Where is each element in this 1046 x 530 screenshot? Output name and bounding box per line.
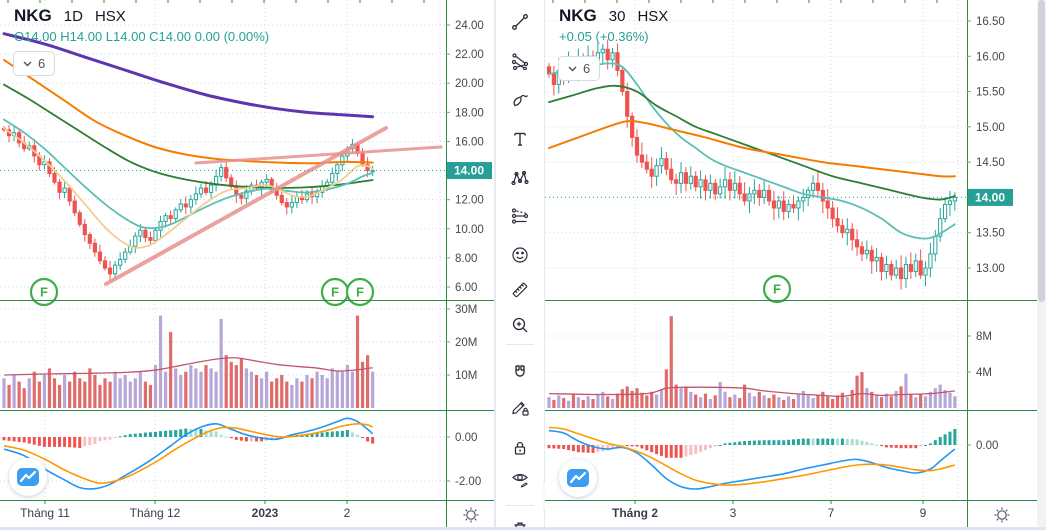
svg-text:F: F: [773, 282, 781, 297]
svg-text:-2.00: -2.00: [455, 476, 481, 488]
xabcd-pattern-icon: [511, 170, 529, 186]
trend-line-icon: [512, 14, 528, 30]
gear-icon: [463, 507, 478, 523]
zoom-in-tool-button[interactable]: [503, 308, 537, 342]
svg-text:4M: 4M: [976, 367, 992, 379]
text-icon: [514, 132, 526, 146]
svg-text:15.00: 15.00: [976, 122, 1005, 134]
magnet-tool-button[interactable]: [503, 355, 537, 389]
price-chart-intraday[interactable]: F 16.50 16.00 15.50 15.00 14.50 13.50 13.00 8M 4M…: [545, 0, 1046, 530]
mountain-chart-icon: [17, 468, 39, 486]
drawing-lock-tool-button[interactable]: [503, 390, 537, 424]
chart-settings-gear-button[interactable]: [967, 502, 1037, 528]
svg-text:18.00: 18.00: [455, 107, 484, 119]
indicators-collapse-button[interactable]: 6: [13, 51, 56, 76]
trend-line-tool-button[interactable]: [503, 5, 537, 39]
svg-text:8.00: 8.00: [455, 253, 477, 265]
svg-text:0.00: 0.00: [976, 440, 998, 452]
mountain-chart-icon: [567, 469, 589, 487]
brush-icon: [513, 94, 528, 107]
svg-text:14.00: 14.00: [454, 164, 484, 178]
svg-text:F: F: [40, 285, 48, 300]
svg-text:20M: 20M: [455, 337, 477, 349]
svg-text:F: F: [356, 285, 364, 300]
scrollbar: [1037, 0, 1046, 530]
trash-tool-button[interactable]: [503, 512, 537, 530]
svg-text:F: F: [331, 285, 339, 300]
gann-fibonacci-tool-button[interactable]: [503, 44, 537, 78]
svg-text:13.00: 13.00: [976, 263, 1005, 275]
pattern-tool-button[interactable]: [503, 161, 537, 195]
brush-tool-button[interactable]: [503, 83, 537, 117]
lock-all-tool-button[interactable]: [503, 431, 537, 465]
svg-text:8M: 8M: [976, 331, 992, 343]
ruler-tool-button[interactable]: [503, 273, 537, 307]
price-chart-daily[interactable]: F F F24.0022.0020.0018.0016.0012.0010.008.…: [0, 0, 495, 530]
svg-text:Tháng 12: Tháng 12: [130, 506, 181, 520]
svg-text:24.00: 24.00: [455, 20, 484, 32]
toolbar-divider: [506, 344, 534, 345]
prediction-measure-icon: [511, 208, 529, 224]
ruler-icon: [512, 282, 528, 298]
window-edge: [0, 527, 1046, 530]
zoom-in-icon: [512, 317, 528, 333]
svg-text:12.00: 12.00: [455, 195, 484, 207]
chart-panel-intraday: F 16.50 16.00 15.50 15.00 14.50 13.50 13.00 8M 4M…: [545, 0, 1046, 530]
indicators-collapse-button[interactable]: 6: [558, 56, 601, 81]
svg-text:7: 7: [828, 506, 835, 520]
svg-text:16.00: 16.00: [455, 136, 484, 148]
pencil-lock-icon: [511, 401, 529, 416]
svg-text:6.00: 6.00: [455, 282, 477, 294]
svg-text:14.50: 14.50: [976, 157, 1005, 169]
svg-text:9: 9: [920, 506, 927, 520]
scrollbar-thumb[interactable]: [1038, 0, 1045, 302]
indicator-count: 6: [583, 61, 591, 76]
lock-icon: [514, 441, 526, 455]
gann-fibonacci-icon: [511, 53, 529, 70]
svg-text:2023: 2023: [252, 506, 279, 520]
drawing-toolbar: [494, 0, 546, 530]
prediction-tool-button[interactable]: [503, 199, 537, 233]
chevron-down-icon: [23, 61, 32, 66]
svg-text:2: 2: [344, 506, 351, 520]
chevron-down-icon: [568, 66, 577, 71]
svg-text:30M: 30M: [455, 304, 477, 316]
toolbar-divider: [506, 505, 534, 506]
text-tool-button[interactable]: [503, 122, 537, 156]
hide-drawings-tool-button[interactable]: [503, 461, 537, 495]
svg-text:3: 3: [730, 506, 737, 520]
svg-text:10M: 10M: [455, 370, 477, 382]
svg-text:16.00: 16.00: [976, 51, 1005, 63]
svg-text:Tháng 2: Tháng 2: [612, 506, 658, 520]
gear-icon: [994, 507, 1010, 523]
indicator-count: 6: [38, 56, 46, 71]
emoji-tool-button[interactable]: [503, 238, 537, 272]
magnet-icon: [515, 365, 525, 377]
pane-logo-button[interactable]: [9, 458, 47, 496]
svg-text:20.00: 20.00: [455, 78, 484, 90]
svg-text:Tháng 11: Tháng 11: [20, 506, 70, 520]
chart-panel-daily: F F F 24.00 22.00 20.00 18.00 16.00 12.00 10.00 8.…: [0, 0, 495, 530]
chart-settings-gear-button[interactable]: [446, 502, 495, 528]
svg-text:13.50: 13.50: [976, 228, 1005, 240]
pane-logo-button[interactable]: [559, 459, 597, 497]
svg-text:0.00: 0.00: [455, 432, 477, 444]
trash-icon: [514, 522, 526, 530]
svg-text:15.50: 15.50: [976, 87, 1005, 99]
svg-text:10.00: 10.00: [455, 224, 484, 236]
svg-text:14.00: 14.00: [975, 190, 1005, 204]
svg-text:22.00: 22.00: [455, 49, 484, 61]
eye-pencil-icon: [511, 473, 528, 487]
smiley-icon: [512, 247, 528, 263]
svg-text:16.50: 16.50: [976, 16, 1005, 28]
